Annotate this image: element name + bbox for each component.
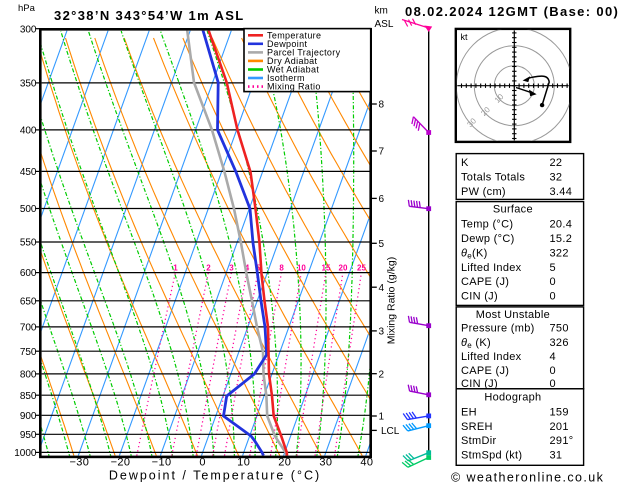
svg-text:Wet Adiabat: Wet Adiabat [267, 65, 319, 75]
svg-text:K: K [461, 157, 469, 169]
svg-text:−30: −30 [69, 457, 89, 469]
svg-text:Pressure (mb): Pressure (mb) [461, 323, 535, 335]
svg-text:32: 32 [550, 172, 563, 184]
svg-text:−10: −10 [152, 457, 172, 469]
svg-text:750: 750 [20, 347, 37, 358]
svg-text:32°38’N 343°54’W 1m ASL: 32°38’N 343°54’W 1m ASL [54, 8, 245, 23]
svg-text:PW (cm): PW (cm) [461, 186, 506, 198]
svg-text:Dry Adiabat: Dry Adiabat [267, 56, 318, 66]
svg-text:300: 300 [20, 24, 37, 35]
svg-text:EH: EH [461, 407, 477, 419]
svg-text:Totals Totals: Totals Totals [461, 172, 525, 184]
svg-text:Mixing Ratio: Mixing Ratio [267, 82, 321, 92]
svg-text:15.2: 15.2 [550, 233, 573, 245]
svg-text:Lifted Index: Lifted Index [461, 262, 522, 274]
svg-text:2: 2 [206, 264, 211, 273]
svg-text:CIN (J): CIN (J) [461, 291, 498, 303]
svg-text:326: 326 [550, 337, 569, 349]
svg-text:4: 4 [245, 264, 250, 273]
svg-text:3: 3 [379, 327, 385, 338]
svg-text:1000: 1000 [14, 448, 37, 459]
svg-text:15: 15 [322, 264, 331, 273]
svg-text:291°: 291° [550, 435, 574, 447]
svg-text:0: 0 [550, 276, 556, 288]
svg-text:20: 20 [278, 457, 291, 469]
svg-text:20: 20 [339, 264, 348, 273]
svg-text:25: 25 [357, 264, 366, 273]
svg-text:350: 350 [20, 79, 37, 90]
svg-text:StmDir: StmDir [461, 435, 496, 447]
svg-text:30: 30 [319, 457, 332, 469]
svg-text:CIN (J): CIN (J) [461, 378, 498, 390]
svg-text:2: 2 [379, 369, 385, 380]
svg-text:600: 600 [20, 268, 37, 279]
svg-text:Temperature: Temperature [267, 30, 321, 40]
svg-text:3.44: 3.44 [550, 186, 573, 198]
svg-text:StmSpd (kt): StmSpd (kt) [461, 449, 522, 461]
svg-text:10: 10 [297, 264, 306, 273]
svg-text:550: 550 [20, 238, 37, 249]
svg-text:0: 0 [199, 457, 206, 469]
svg-text:Dewp (°C): Dewp (°C) [461, 233, 515, 245]
svg-text:850: 850 [20, 391, 37, 402]
svg-text:40: 40 [360, 457, 373, 469]
svg-text:Mixing Ratio (g/kg): Mixing Ratio (g/kg) [386, 257, 398, 345]
svg-text:ASL: ASL [375, 19, 394, 30]
svg-text:Surface: Surface [493, 204, 533, 216]
svg-text:10: 10 [237, 457, 250, 469]
svg-text:4: 4 [379, 283, 385, 294]
svg-text:22: 22 [550, 157, 563, 169]
svg-text:7: 7 [379, 147, 385, 158]
svg-text:750: 750 [550, 323, 569, 335]
svg-text:1: 1 [173, 264, 178, 273]
svg-text:400: 400 [20, 126, 37, 137]
svg-text:700: 700 [20, 323, 37, 334]
svg-text:hPa: hPa [18, 3, 36, 14]
svg-text:8: 8 [279, 264, 284, 273]
svg-text:6: 6 [379, 194, 385, 205]
svg-text:km: km [375, 6, 388, 17]
svg-text:Hodograph: Hodograph [484, 392, 541, 404]
svg-text:θe(K): θe(K) [461, 247, 488, 260]
svg-text:Dewpoint / Temperature (°C): Dewpoint / Temperature (°C) [109, 469, 321, 483]
svg-text:650: 650 [20, 296, 37, 307]
svg-text:201: 201 [550, 421, 569, 433]
svg-text:800: 800 [20, 370, 37, 381]
svg-text:Isotherm: Isotherm [267, 73, 305, 83]
svg-text:0: 0 [550, 378, 556, 390]
svg-text:3: 3 [229, 264, 234, 273]
svg-text:CAPE (J): CAPE (J) [461, 276, 509, 288]
svg-text:322: 322 [550, 247, 569, 259]
svg-text:kt: kt [461, 32, 469, 42]
svg-text:08.02.2024 12GMT (Base: 00): 08.02.2024 12GMT (Base: 00) [405, 4, 619, 19]
svg-text:1: 1 [379, 412, 385, 423]
svg-text:Parcel Trajectory: Parcel Trajectory [267, 48, 341, 58]
svg-text:31: 31 [550, 449, 563, 461]
svg-text:5: 5 [379, 239, 385, 250]
svg-text:20.4: 20.4 [550, 218, 573, 230]
svg-text:0: 0 [550, 291, 556, 303]
svg-text:Temp (°C): Temp (°C) [461, 218, 513, 230]
svg-text:LCL: LCL [381, 426, 400, 437]
svg-text:8: 8 [379, 100, 385, 111]
svg-text:Most Unstable: Most Unstable [476, 309, 550, 321]
svg-text:Dewpoint: Dewpoint [267, 39, 307, 49]
svg-text:950: 950 [20, 430, 37, 441]
svg-text:4: 4 [550, 351, 556, 363]
svg-text:Lifted Index: Lifted Index [461, 351, 522, 363]
svg-text:450: 450 [20, 167, 37, 178]
svg-text:0: 0 [550, 365, 556, 377]
svg-text:900: 900 [20, 411, 37, 422]
svg-text:© weatheronline.co.uk: © weatheronline.co.uk [451, 471, 604, 485]
svg-text:CAPE (J): CAPE (J) [461, 365, 509, 377]
svg-text:500: 500 [20, 204, 37, 215]
svg-text:159: 159 [550, 407, 569, 419]
svg-text:−20: −20 [111, 457, 131, 469]
svg-text:SREH: SREH [461, 421, 493, 433]
svg-text:5: 5 [550, 262, 556, 274]
svg-text:θe (K): θe (K) [461, 337, 491, 350]
svg-text:5: 5 [256, 264, 261, 273]
